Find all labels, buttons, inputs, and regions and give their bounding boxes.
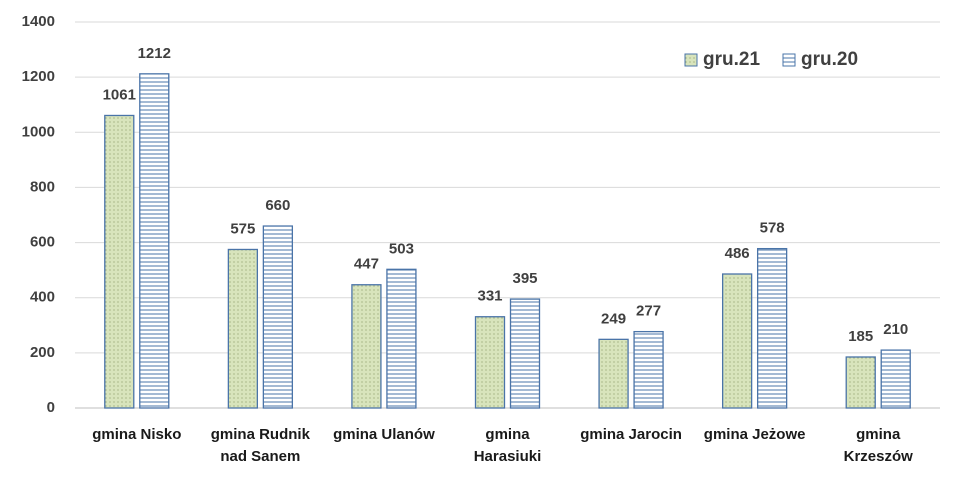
y-tick-label: 0 [47, 399, 55, 416]
data-label: 210 [883, 321, 908, 338]
y-tick-label: 600 [30, 234, 55, 251]
x-tick-label: gmina Krzeszów [843, 426, 913, 465]
bar [474, 316, 506, 409]
data-label: 1061 [103, 86, 136, 103]
y-tick-label: 1200 [22, 68, 55, 85]
bar [756, 247, 788, 409]
bar [598, 338, 629, 409]
legend-swatch [782, 53, 796, 67]
bar [633, 330, 664, 409]
data-label: 1212 [138, 45, 171, 62]
legend-swatch [684, 53, 698, 67]
bar [104, 114, 135, 409]
bar [227, 248, 259, 409]
data-label: 395 [512, 270, 537, 287]
data-label: 249 [601, 310, 626, 327]
legend-label: gru.21 [703, 49, 760, 70]
bar [139, 73, 170, 409]
x-tick-label: gmina Jeżowe [703, 426, 806, 443]
bar [386, 268, 417, 409]
x-tick-label: gmina Rudnik nad Sanem [210, 426, 310, 465]
bar [880, 349, 911, 409]
y-tick-label: 800 [30, 178, 55, 195]
bar [845, 356, 876, 409]
data-label: 486 [725, 245, 750, 262]
data-label: 447 [354, 256, 379, 273]
y-tick-label: 1000 [22, 123, 55, 140]
data-label: 503 [389, 240, 414, 257]
data-label: 277 [636, 303, 661, 320]
data-label: 331 [477, 288, 502, 305]
y-tick-label: 400 [30, 289, 55, 306]
bar [351, 284, 382, 409]
bar [262, 225, 294, 409]
data-label: 185 [848, 328, 873, 345]
bar [509, 298, 541, 409]
legend-label: gru.20 [801, 49, 858, 70]
x-tick-label: gmina Jarocin [580, 426, 682, 443]
y-tick-label: 200 [30, 344, 55, 361]
data-label: 660 [265, 197, 290, 214]
y-tick-label: 1400 [22, 13, 55, 30]
x-tick-label: gmina Harasiuki [473, 426, 542, 465]
x-tick-label: gmina Ulanów [333, 426, 435, 443]
bar [721, 273, 753, 409]
data-label: 578 [760, 220, 785, 237]
x-tick-label: gmina Nisko [92, 426, 182, 443]
data-label: 575 [230, 220, 255, 237]
